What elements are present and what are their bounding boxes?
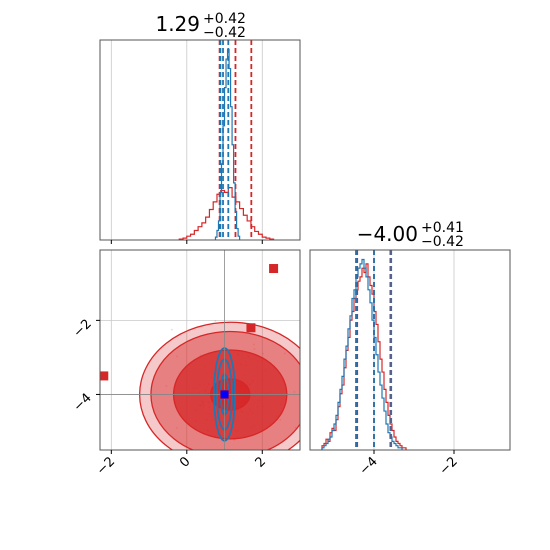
axes-frame	[309, 249, 511, 451]
histogram-panel-param-0: 1.29 +0.42 −0.42	[99, 11, 301, 244]
title-upper-error-param-1: +0.41	[421, 220, 464, 236]
sample-point	[214, 320, 217, 322]
title-value-param-1: −4.00	[357, 222, 418, 246]
tick-marks	[110, 240, 263, 244]
blue-square-marker	[220, 390, 229, 399]
sample-point	[283, 352, 286, 355]
x-tick-labels: −2 0 2	[94, 454, 269, 478]
y-tick-labels: −4 −2	[71, 317, 95, 415]
title-value-param-0: 1.29	[155, 12, 200, 36]
histogram-blue	[214, 48, 241, 240]
sample-point	[175, 427, 178, 429]
x-tick-label: 2	[253, 454, 269, 470]
histogram-content	[178, 40, 275, 240]
sample-point	[293, 390, 296, 393]
tick-marks	[373, 450, 455, 454]
sample-point	[165, 385, 168, 387]
histogram-blue	[321, 258, 403, 450]
grid-lines	[110, 40, 263, 240]
sample-point	[253, 348, 256, 350]
sample-point	[170, 328, 173, 331]
joint-panel: −2 0 2 −4 −2	[71, 249, 301, 478]
sample-point	[175, 355, 178, 358]
tick-marks	[96, 319, 263, 454]
histogram-red	[178, 187, 275, 240]
y-tick-label: −2	[71, 317, 95, 341]
title-lower-error-param-0: −0.42	[203, 25, 246, 41]
joint-content	[100, 250, 300, 450]
x-tick-label: −2	[437, 454, 461, 478]
axes-frame	[99, 249, 301, 451]
axes-background	[310, 250, 510, 450]
red-square-marker	[246, 323, 256, 333]
title-upper-error-param-0: +0.42	[203, 11, 246, 27]
sample-point	[253, 343, 255, 346]
title-lower-error-param-1: −0.42	[421, 234, 464, 250]
axes-background	[100, 40, 300, 240]
histogram-content	[321, 250, 407, 450]
red-square-marker	[269, 264, 279, 274]
y-tick-label: −4	[71, 391, 95, 415]
x-tick-labels: −4 −2	[357, 454, 461, 478]
histogram-panel-param-1: −4 −2 −4.00 +0.41 −0.42	[309, 220, 511, 478]
x-tick-label: 0	[177, 454, 193, 470]
sample-point	[261, 352, 264, 355]
x-tick-label: −2	[94, 454, 118, 478]
axes-frame	[99, 39, 301, 241]
x-tick-label: −4	[357, 454, 381, 478]
sample-point	[294, 426, 297, 429]
red-square-marker	[100, 371, 109, 381]
sample-point	[279, 418, 282, 421]
